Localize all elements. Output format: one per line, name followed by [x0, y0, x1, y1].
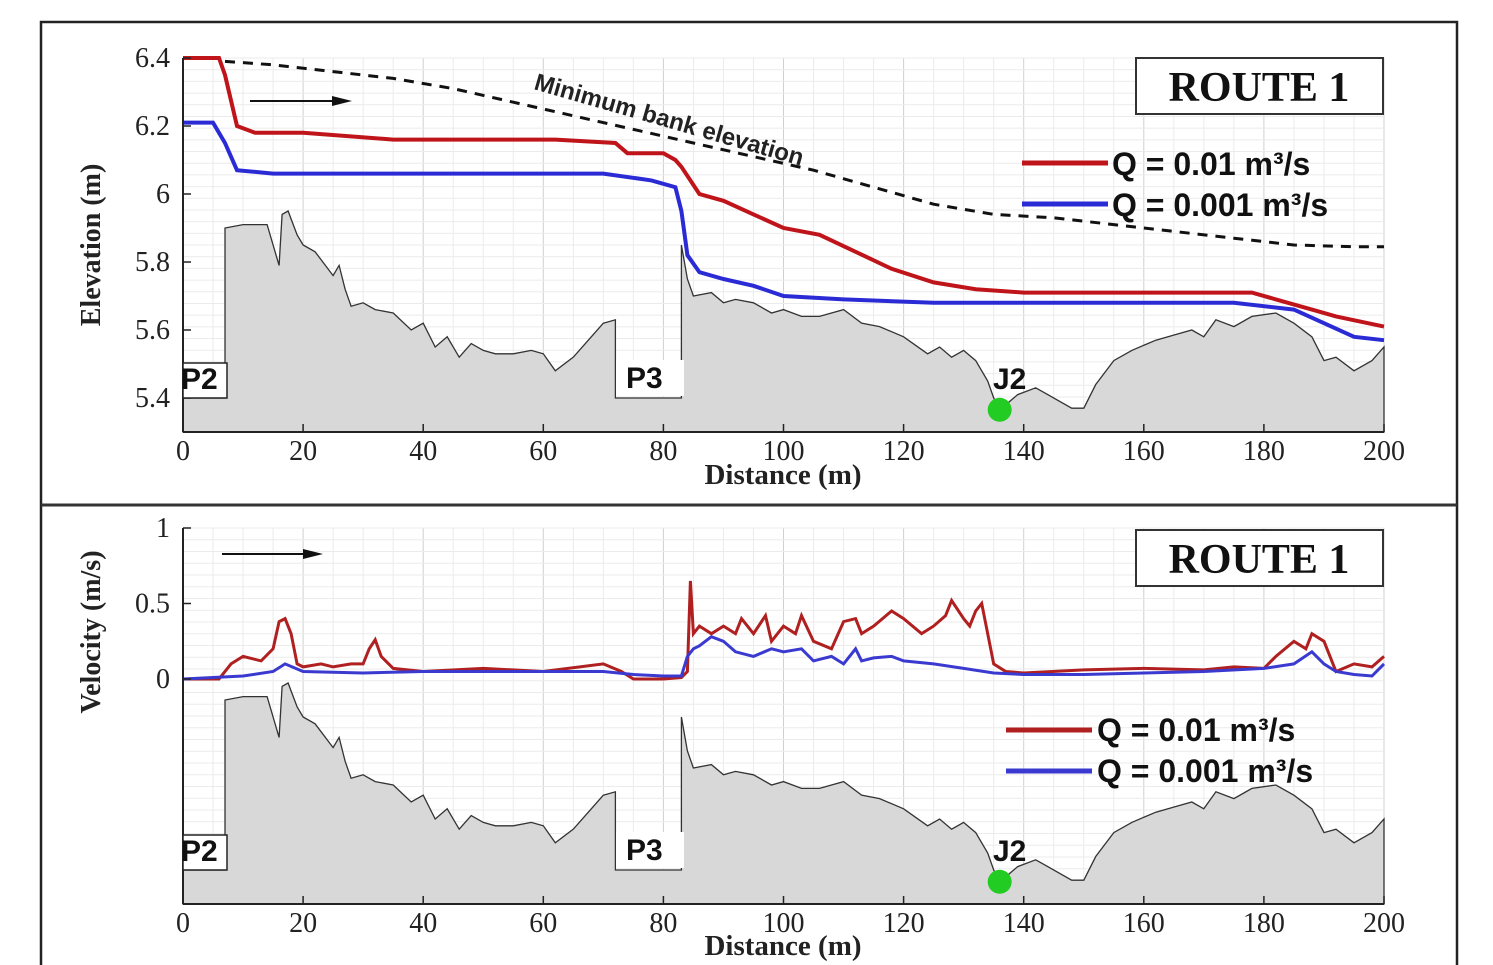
velocity-bed-profile: [182, 682, 1385, 905]
elevation-y-axis-label: Elevation (m): [76, 164, 107, 327]
x-tick-label: 140: [1003, 436, 1045, 467]
route-title-box: [1135, 57, 1384, 115]
elevation-x-tick-labels: 0 20 40 60 80 100 120 140 160 180 200: [176, 424, 1405, 467]
y-tick-label: 5.4: [135, 383, 170, 414]
p3-label-velocity: P3: [626, 834, 663, 867]
j2-marker-velocity: [987, 869, 1012, 894]
y-tick-label: 1: [156, 513, 170, 544]
y-tick-label: 6: [156, 179, 170, 210]
series-q-0.001-velocity: [182, 635, 1386, 681]
x-tick-label: 100: [763, 436, 805, 467]
x-tick-label: 160: [1123, 908, 1165, 939]
legend-label-q-0.001-velocity: Q = 0.001 m³/s: [1097, 753, 1313, 789]
p3-label-box: [616, 360, 684, 396]
elevation-bed-profile: [182, 210, 1385, 433]
x-tick-label: 80: [649, 908, 677, 939]
x-tick-label: 120: [883, 436, 925, 467]
x-tick-label: 200: [1363, 436, 1405, 467]
p2-label-box-velocity: [182, 834, 228, 871]
x-tick-label: 60: [529, 908, 557, 939]
series-q-0.01-elevation: [183, 56, 1385, 329]
elevation-y-tick-labels: 5.4 5.6 5.8 6 6.2 6.4: [135, 43, 191, 414]
figure-frame: [39, 20, 1459, 965]
x-tick-label: 180: [1243, 908, 1285, 939]
x-tick-label: 40: [409, 436, 437, 467]
legend-label-q-0.01-velocity: Q = 0.01 m³/s: [1097, 712, 1295, 748]
y-tick-label: 6.4: [135, 43, 170, 74]
j2-label-velocity: J2: [993, 835, 1026, 868]
flow-direction-arrow-velocity: [222, 549, 323, 559]
j2-label: J2: [993, 363, 1026, 396]
series-q-0.001-elevation: [183, 120, 1385, 343]
velocity-panel: 0 20 40 60 80 100 120 140 160 180 200 00.51 Distan…: [76, 513, 1405, 962]
x-tick-label: 0: [176, 908, 190, 939]
x-tick-label: 60: [529, 436, 557, 467]
p2-label-box: [182, 362, 228, 399]
minimum-bank-elevation-line: [224, 59, 1384, 249]
y-tick-label: 5.8: [135, 247, 170, 278]
x-tick-label: 180: [1243, 436, 1285, 467]
x-tick-label: 140: [1003, 908, 1045, 939]
legend-label-q-0.001: Q = 0.001 m³/s: [1112, 187, 1328, 223]
velocity-x-axis-label: Distance (m): [704, 930, 861, 962]
route-title-velocity: ROUTE 1: [1169, 537, 1350, 583]
legend-label-q-0.01: Q = 0.01 m³/s: [1112, 146, 1310, 182]
y-tick-label: 6.2: [135, 111, 170, 142]
p3-label-box-velocity: [616, 832, 684, 868]
x-tick-label: 120: [883, 908, 925, 939]
series-q-0.01-velocity: [183, 580, 1385, 681]
x-tick-label: 200: [1363, 908, 1405, 939]
x-tick-label: 20: [289, 908, 317, 939]
x-tick-label: 40: [409, 908, 437, 939]
y-tick-label: 0: [156, 664, 170, 695]
y-tick-label: 0.5: [135, 589, 170, 620]
elevation-x-axis-label: Distance (m): [704, 459, 861, 491]
x-tick-label: 0: [176, 436, 190, 467]
velocity-x-tick-labels: 0 20 40 60 80 100 120 140 160 180 200: [176, 896, 1405, 939]
x-tick-label: 160: [1123, 436, 1165, 467]
route-title: ROUTE 1: [1169, 65, 1350, 111]
velocity-y-axis-label: Velocity (m/s): [76, 550, 107, 713]
x-tick-label: 80: [649, 436, 677, 467]
p2-label-velocity: P2: [181, 835, 218, 868]
j2-marker: [987, 397, 1012, 422]
velocity-y-tick-labels: 00.51: [135, 513, 191, 695]
y-tick-label: 5.6: [135, 315, 170, 346]
route-title-box-velocity: [1135, 529, 1384, 587]
flow-direction-arrow: [250, 96, 352, 106]
p3-label: P3: [626, 362, 663, 395]
p2-label: P2: [181, 363, 218, 396]
x-tick-label: 20: [289, 436, 317, 467]
x-tick-label: 100: [763, 908, 805, 939]
